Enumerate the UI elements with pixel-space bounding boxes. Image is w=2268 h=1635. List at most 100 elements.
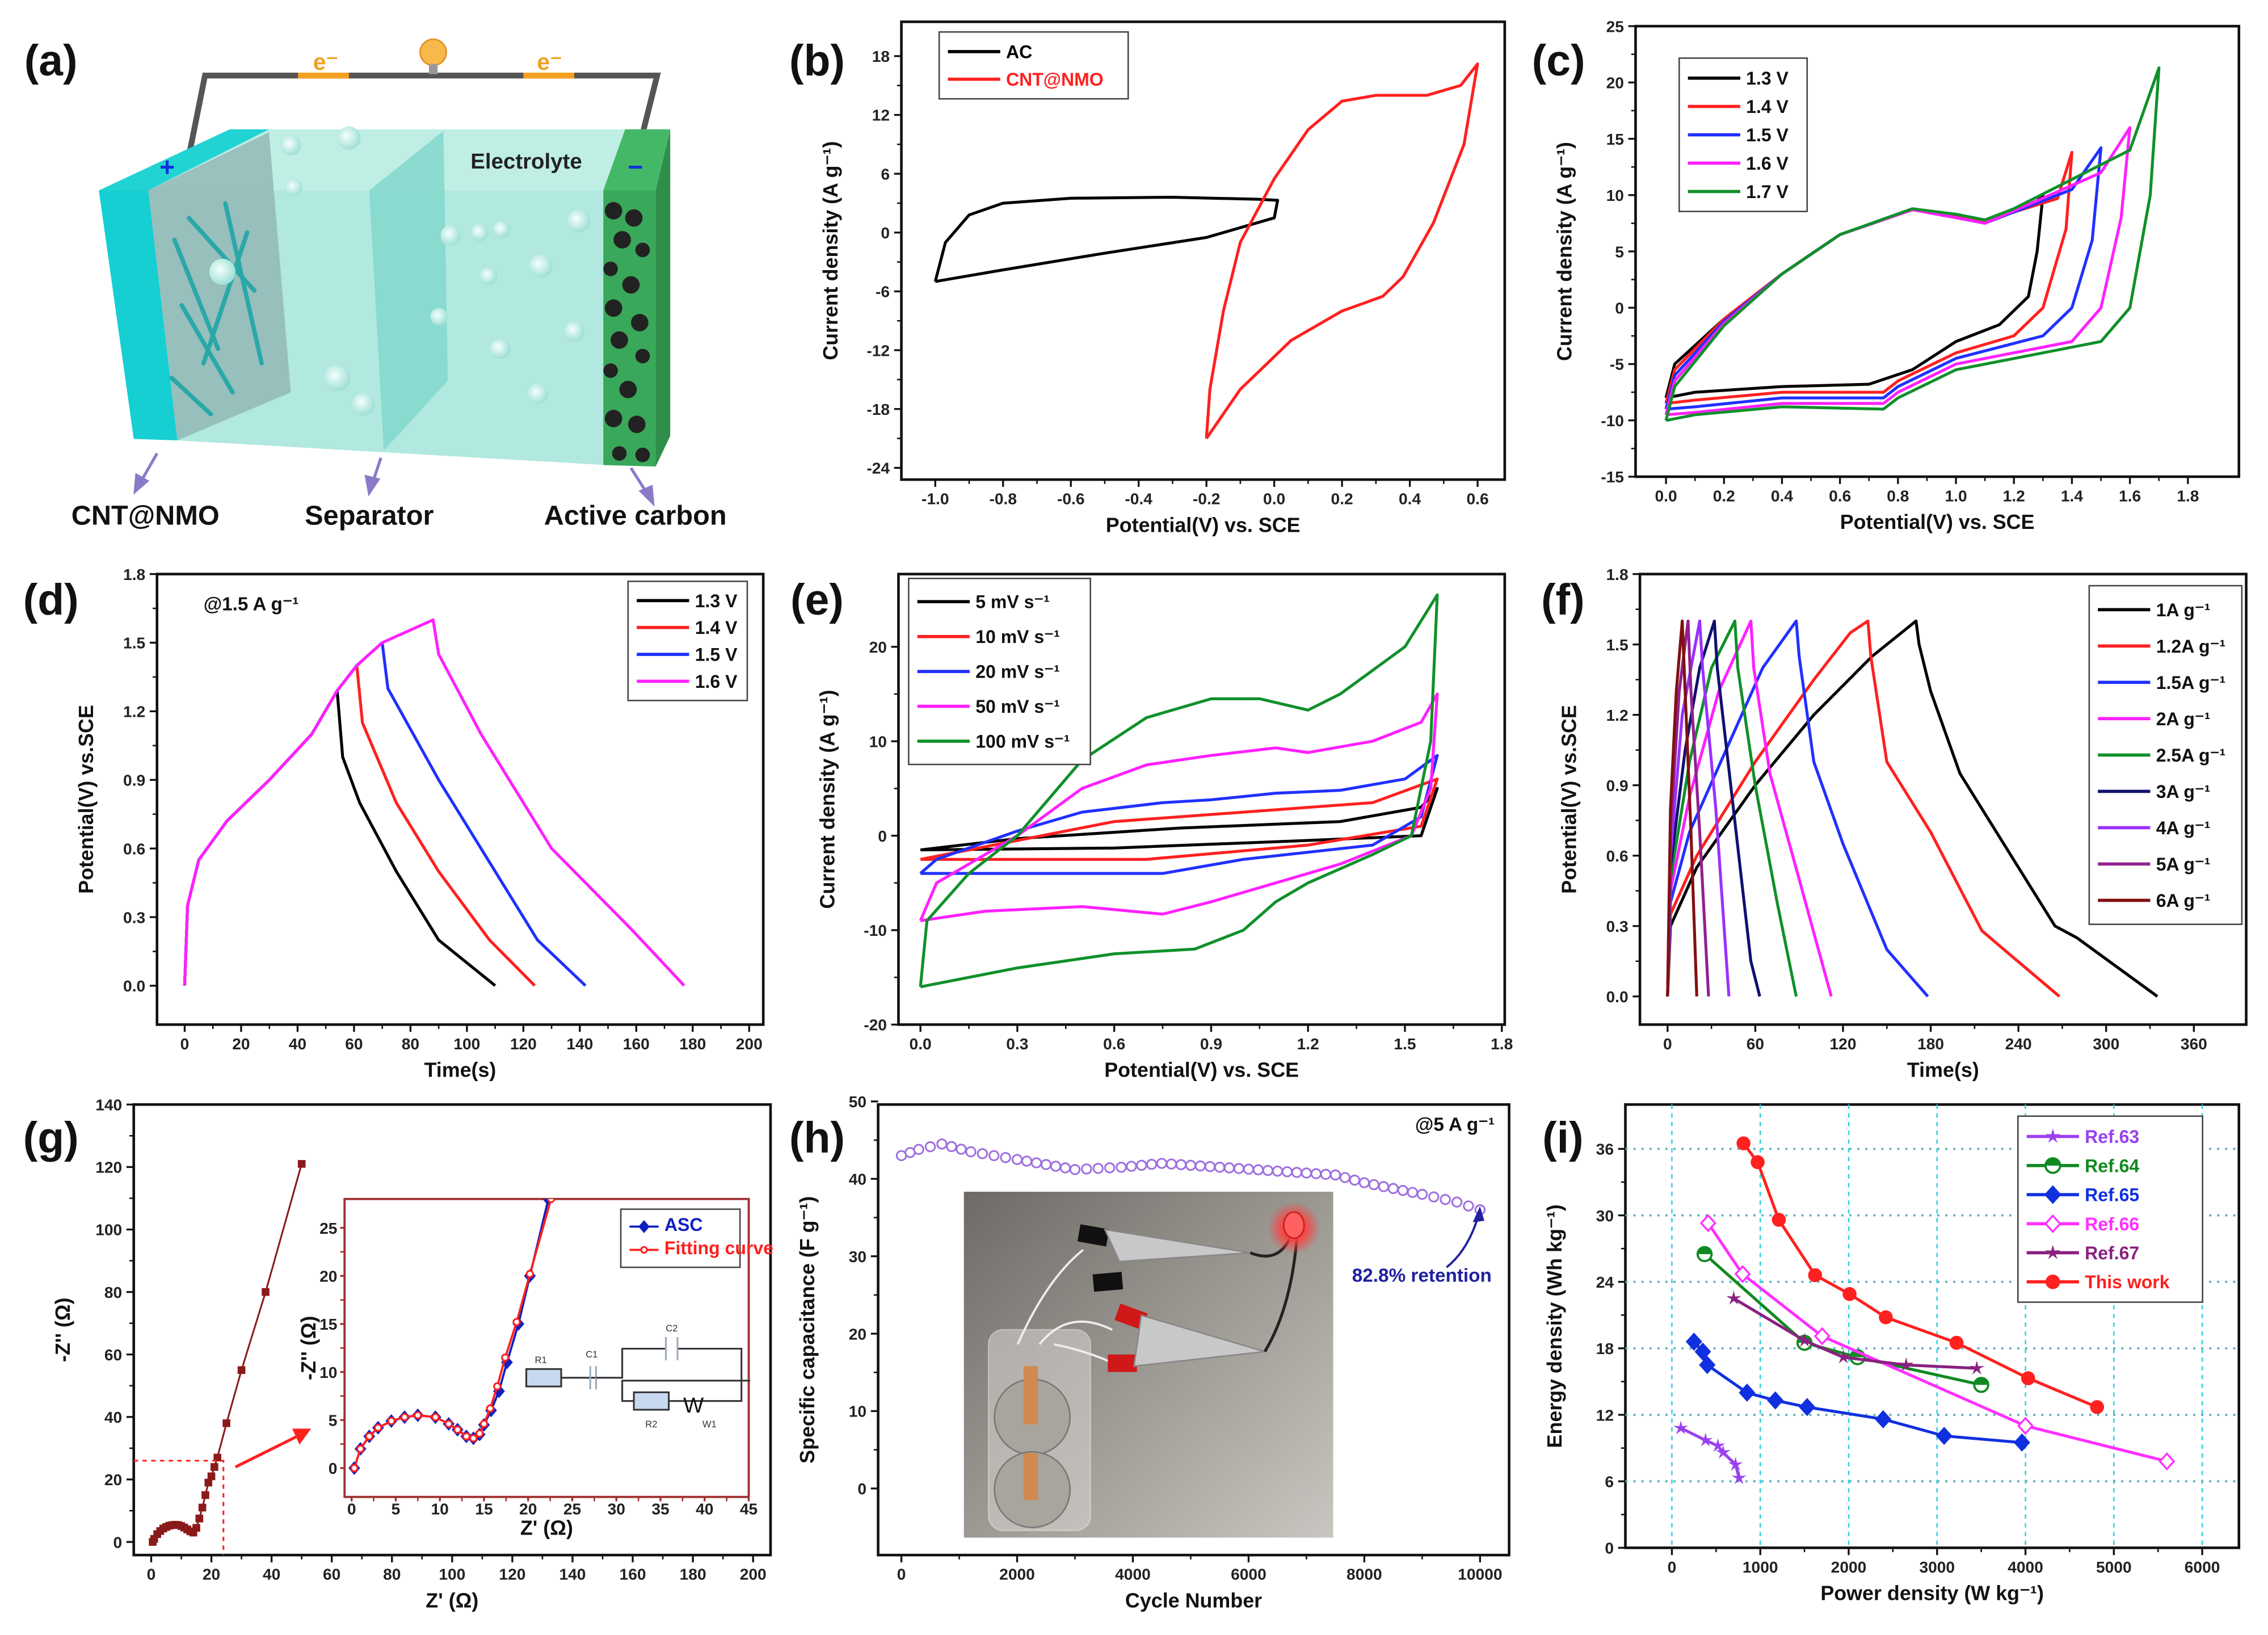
x-tick-label: 100	[453, 1035, 480, 1053]
marker-square	[201, 1491, 209, 1499]
x-tick-label: 25	[563, 1499, 581, 1518]
x-axis-label: Cycle Number	[1125, 1589, 1262, 1612]
x-tick-label: 0.6	[1829, 487, 1851, 505]
marker-star	[1710, 1438, 1726, 1452]
marker-circle	[1751, 1155, 1765, 1170]
y-tick-label: -15	[1601, 468, 1624, 486]
annotation: @5 A g⁻¹	[1415, 1114, 1495, 1135]
y-tick-label: -5	[1610, 355, 1624, 373]
red-clip-handle	[1108, 1354, 1137, 1372]
series-line-20-mv-s-	[919, 754, 1439, 875]
nanowires	[169, 201, 264, 417]
x-tick-label: 6000	[1231, 1565, 1266, 1583]
zoom-arrow-head	[292, 1428, 312, 1445]
y-tick-label: 0	[881, 224, 890, 242]
x-tick-label: 0.4	[1399, 490, 1421, 508]
y-tick-label: 0	[1605, 1539, 1614, 1557]
y-tick-label: 40	[104, 1408, 122, 1426]
x-tick-label: 140	[566, 1035, 593, 1053]
active-carbon-label: Active carbon	[544, 500, 727, 531]
x-tick-label: 0.6	[1103, 1035, 1125, 1053]
x-tick-label: 160	[620, 1565, 646, 1583]
negative-terminal-sign: −	[628, 152, 643, 182]
marker-square	[213, 1453, 221, 1462]
panel-label-d: (d)	[23, 575, 79, 624]
resistor-r1	[525, 1368, 562, 1388]
x-tick-label: 1.6	[2119, 487, 2141, 505]
x-tick-label: 10000	[1458, 1565, 1502, 1583]
marker-open-circle	[1407, 1187, 1419, 1198]
x-tick-label: 100	[439, 1565, 465, 1583]
legend-label: 1A g⁻¹	[2156, 600, 2211, 620]
x-tick-label: 1.5	[1394, 1035, 1416, 1053]
y-tick-label: 10	[1606, 186, 1624, 204]
legend-label: 5 mV s⁻¹	[975, 592, 1050, 612]
marker-diamond	[1767, 1391, 1784, 1410]
tab-bottom	[1023, 1453, 1038, 1500]
series-group	[933, 62, 1479, 440]
marker-open-circle	[1000, 1151, 1011, 1163]
x-tick-label: 120	[510, 1035, 537, 1053]
marker-star	[2045, 1128, 2061, 1143]
marker-square	[297, 1160, 306, 1168]
y-tick-label: 6	[881, 165, 890, 183]
marker-diamond	[1699, 1356, 1716, 1375]
marker-open-circle	[965, 1146, 977, 1158]
y-axis-label: Energy density (Wh kg⁻¹)	[1543, 1204, 1566, 1448]
marker-open-circle	[1368, 1179, 1380, 1191]
zoom-region-guide	[133, 1460, 225, 1556]
marker-open-circle	[1165, 1158, 1177, 1170]
x-tick-label: 1.4	[2061, 487, 2083, 505]
x-tick-label: 15	[475, 1499, 493, 1518]
series-group	[183, 618, 685, 987]
warburg-symbol: W	[683, 1393, 704, 1418]
y-tick-label: 0	[878, 827, 887, 845]
x-tick-label: 60	[1747, 1035, 1764, 1053]
series-line-2-5a-g-	[1666, 619, 1798, 997]
y-axis-label: Current density (A g⁻¹)	[1554, 142, 1576, 361]
y-tick-label: 10	[319, 1363, 337, 1381]
marker-open-circle	[1175, 1159, 1187, 1170]
y-tick-label: -18	[866, 400, 890, 418]
y-tick-label: 0.6	[123, 839, 145, 858]
series-line-1a-g-	[1666, 619, 2158, 998]
panel-labels: (a) (b) (c) (d) (e) (f) (g) (h) (i)	[23, 36, 1585, 1162]
marker-open-circle	[501, 1353, 510, 1362]
electron-label-right: e⁻	[537, 49, 562, 75]
x-tick-label: 1.0	[1945, 487, 1967, 505]
marker-diamond	[1875, 1410, 1892, 1428]
alligator-clip-red	[1133, 1314, 1265, 1367]
marker-open-circle	[1030, 1157, 1042, 1169]
marker-diamond	[2013, 1433, 2030, 1452]
panel-label-b: (b)	[789, 36, 845, 85]
marker-open-circle	[1040, 1159, 1052, 1170]
x-tick-label: 8000	[1347, 1565, 1382, 1583]
marker-diamond	[1813, 1327, 1831, 1346]
marker-diamond	[1685, 1333, 1702, 1351]
y-tick-label: 15	[1606, 130, 1624, 148]
y-tick-label: 1.2	[123, 703, 145, 721]
y-tick-label: 50	[849, 1092, 866, 1111]
legend-box	[620, 1208, 741, 1268]
marker-open-circle	[977, 1148, 988, 1159]
marker-open-circle	[365, 1432, 373, 1441]
x-tick-label: 6000	[2185, 1558, 2220, 1576]
marker-star	[1899, 1357, 1914, 1372]
x-tick-label: 0.0	[1263, 490, 1285, 508]
x-tick-label: 360	[2181, 1035, 2207, 1053]
series-line-1-2a-g-	[1666, 619, 2060, 998]
legend-label: Fitting curve	[664, 1238, 773, 1258]
active-carbon-electrode	[603, 190, 656, 467]
x-tick-label: 2000	[1831, 1558, 1867, 1576]
marker-open-circle	[1146, 1158, 1158, 1170]
external-circuit-wire	[184, 73, 661, 163]
x-tick-label: 1.8	[2177, 487, 2199, 505]
marker-open-circle	[1378, 1181, 1390, 1192]
marker-open-circle	[1349, 1174, 1361, 1186]
legend: ASC Fitting curve	[620, 1208, 773, 1268]
tab-top	[1023, 1366, 1038, 1424]
y-tick-label: 24	[1596, 1273, 1614, 1291]
x-tick-label: -0.4	[1125, 490, 1152, 508]
marker-open-circle	[476, 1429, 484, 1438]
chart-c: 0.0 0.2 0.4 0.6 0.8 1.0 1.2 1.4 1.6 1.8 -15 -10 -5 0 5…	[1554, 17, 2241, 533]
